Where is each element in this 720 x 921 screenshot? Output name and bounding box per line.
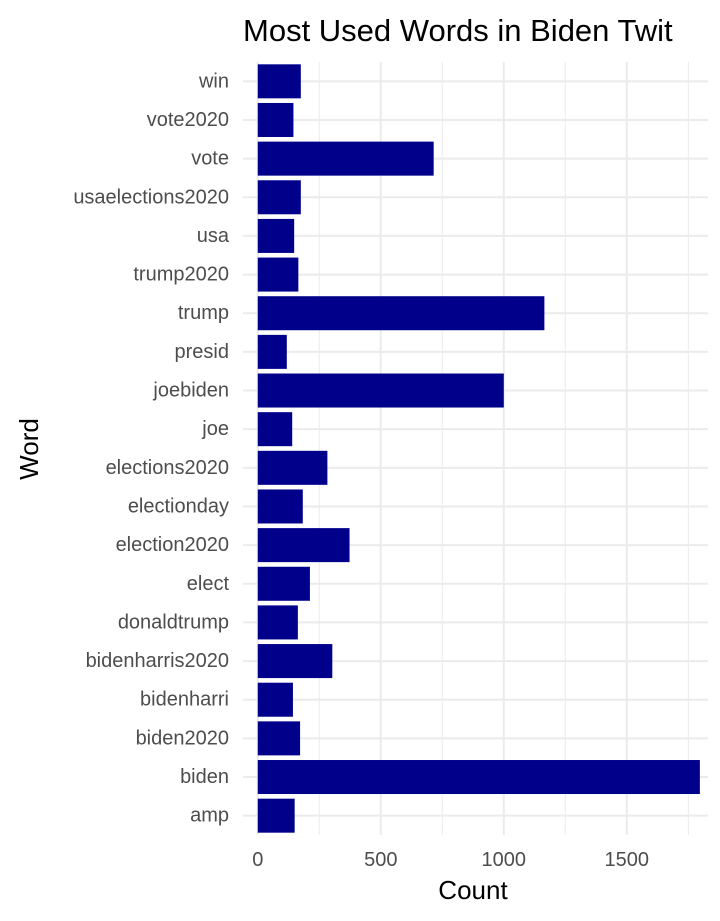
y-tick-label: biden — [180, 766, 229, 788]
bar-biden2020 — [257, 721, 301, 756]
x-tick-labels: 0 500 1000 1500 — [252, 849, 649, 871]
grid-lines — [243, 62, 708, 835]
bar-trump — [257, 296, 545, 331]
y-tick-labels: win vote2020 vote usaelections2020 usa trump2… — [73, 70, 230, 826]
bar-win — [257, 64, 301, 99]
x-tick-label: 0 — [252, 849, 263, 871]
y-tick-label: usaelections2020 — [73, 186, 229, 208]
bar-joe — [257, 412, 293, 447]
y-tick-label: usa — [197, 225, 230, 247]
bar-presid — [257, 334, 287, 369]
y-tick-label: elections2020 — [106, 457, 229, 479]
y-tick-label: presid — [175, 341, 229, 363]
bar-usaelections2020 — [257, 180, 301, 215]
y-tick-label: bidenharris2020 — [86, 650, 229, 672]
y-tick-label: trump2020 — [133, 264, 229, 286]
bar-bidenharri — [257, 682, 293, 717]
bar-bidenharris2020 — [257, 644, 333, 679]
x-tick-label: 500 — [364, 849, 397, 871]
bar-usa — [257, 218, 295, 253]
y-tick-label: biden2020 — [136, 727, 229, 749]
bar-electionday — [257, 489, 303, 524]
bar-joebiden — [257, 373, 504, 408]
bar-elections2020 — [257, 450, 328, 485]
y-tick-label: win — [198, 70, 229, 92]
y-tick-label: election2020 — [116, 534, 229, 556]
bar-biden — [257, 760, 700, 795]
chart-title: Most Used Words in Biden Twit — [243, 13, 673, 48]
bars — [257, 64, 700, 833]
y-tick-label: trump — [178, 302, 229, 324]
y-tick-label: vote2020 — [147, 109, 229, 131]
y-tick-label: amp — [190, 805, 229, 827]
x-tick-label: 1500 — [605, 849, 650, 871]
bar-elect — [257, 566, 310, 601]
y-tick-label: donaldtrump — [118, 611, 229, 633]
bar-vote — [257, 141, 434, 176]
y-tick-label: joe — [201, 418, 229, 440]
x-tick-label: 1000 — [482, 849, 527, 871]
y-tick-label: vote — [191, 148, 229, 170]
bar-donaldtrump — [257, 605, 298, 640]
bar-election2020 — [257, 528, 350, 563]
bar-amp — [257, 798, 295, 833]
bar-trump2020 — [257, 257, 299, 292]
y-tick-label: elect — [187, 573, 230, 595]
x-axis-title: Count — [438, 875, 508, 905]
y-tick-label: bidenharri — [140, 689, 229, 711]
y-tick-label: electionday — [128, 495, 229, 517]
y-axis-title: Word — [14, 418, 44, 480]
bar-vote2020 — [257, 102, 294, 137]
y-tick-label: joebiden — [152, 380, 229, 402]
